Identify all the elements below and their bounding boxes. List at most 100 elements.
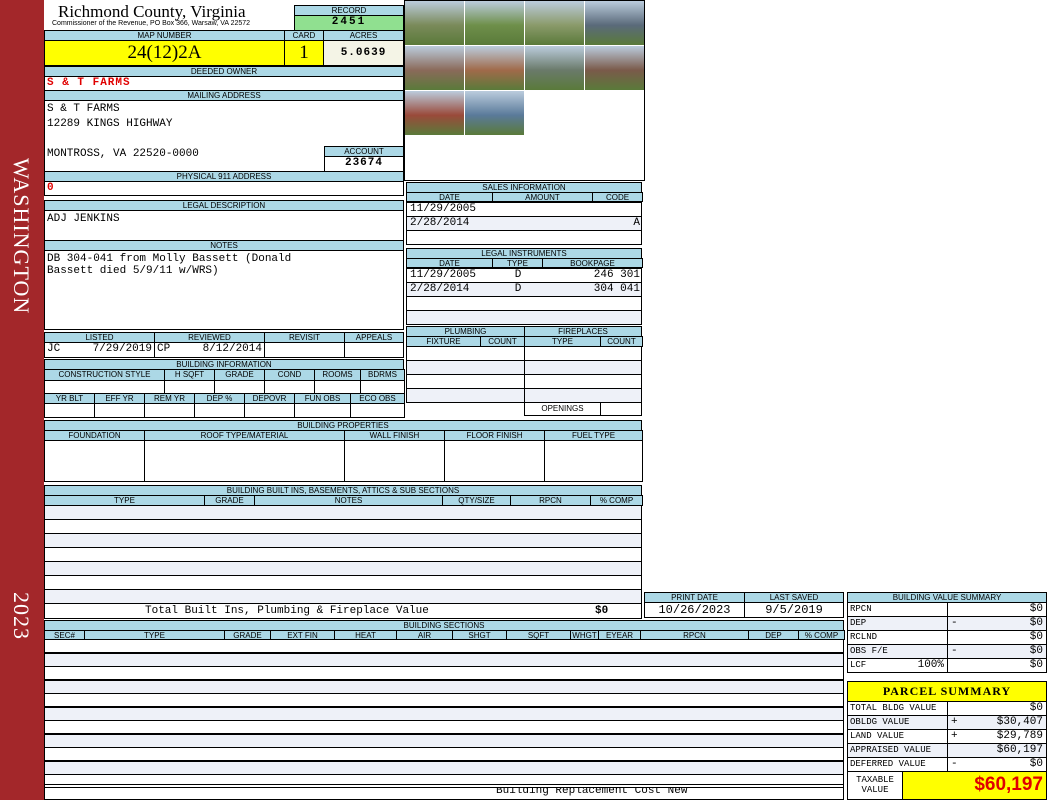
- county-title: Richmond County, Virginia: [58, 2, 246, 21]
- parcel-summary-label: LAND VALUE: [847, 729, 948, 744]
- last-saved: 9/5/2019: [744, 602, 844, 618]
- builtins-row: [44, 575, 642, 590]
- physical-address: 0: [44, 181, 404, 196]
- photo-gallery: [404, 0, 645, 181]
- property-photo[interactable]: [465, 1, 524, 45]
- taxable-value: $60,197: [902, 771, 1047, 800]
- parcel-summary-amount: $0: [1029, 702, 1043, 714]
- building-info-cell: [44, 380, 165, 394]
- record-value: 2451: [294, 15, 404, 31]
- plumbing-row: [406, 388, 525, 403]
- plumbing-row: [406, 360, 525, 375]
- parcel-summary-sign: +: [951, 730, 958, 742]
- instruments-row: [406, 296, 642, 311]
- sales-cell: 2/28/2014: [410, 217, 470, 229]
- building-info-cell: [264, 380, 315, 394]
- parcel-summary-label: APPRAISED VALUE: [847, 743, 948, 758]
- parcel-summary-sign: +: [951, 716, 958, 728]
- properties-cell: [544, 440, 643, 482]
- reviewed-value: CP 8/12/2014: [154, 342, 265, 358]
- properties-cell: [444, 440, 545, 482]
- plumbing-row: [406, 346, 525, 361]
- taxable-label: TAXABLE VALUE: [847, 771, 903, 800]
- mailing-line3: MONTROSS, VA 22520-0000: [47, 148, 199, 160]
- property-photo[interactable]: [525, 1, 584, 45]
- sales-col-header: AMOUNT: [492, 192, 593, 202]
- sections-row: [44, 639, 844, 653]
- mailing-line1: S & T FARMS: [47, 103, 120, 115]
- property-photo[interactable]: [585, 1, 644, 45]
- properties-cell: [144, 440, 345, 482]
- reviewed-date: 8/12/2014: [202, 343, 262, 355]
- sections-row: [44, 733, 844, 748]
- bvs-label-text: DEP: [850, 618, 867, 628]
- builtins-total-value: $0: [595, 605, 609, 617]
- bvs-label-text: RCLND: [850, 632, 878, 642]
- sales-col-header: DATE: [406, 192, 493, 202]
- building-info-cell: [214, 380, 265, 394]
- building-info-cell: [294, 403, 351, 418]
- parcel-summary-label-text: DEFERRED VALUE: [850, 759, 926, 769]
- bvs-amount: $0: [1029, 617, 1043, 629]
- building-info-cell: [44, 403, 95, 418]
- bvs-amount: $0: [1029, 659, 1043, 671]
- instruments-cell: D: [514, 283, 522, 295]
- bvs-amount: $0: [1029, 631, 1043, 643]
- sections-footer-row: [44, 784, 844, 800]
- builtins-row: [44, 547, 642, 562]
- property-photo[interactable]: [405, 46, 464, 90]
- parcel-summary-amount: $0: [1029, 758, 1043, 770]
- sections-row: [44, 652, 844, 667]
- instruments-col-header: DATE: [406, 258, 493, 268]
- bvs-value: $0: [947, 630, 1047, 645]
- instruments-row: 11/29/2005 D 246 301: [406, 268, 642, 283]
- sections-row: [44, 666, 844, 680]
- property-photo[interactable]: [465, 91, 524, 135]
- bvs-value: - $0: [947, 644, 1047, 659]
- instruments-cell: 11/29/2005: [410, 269, 477, 281]
- parcel-summary-label-text: APPRAISED VALUE: [850, 745, 932, 755]
- builtins-row: [44, 589, 642, 604]
- instruments-row: [406, 310, 642, 325]
- property-photo[interactable]: [405, 91, 464, 135]
- sections-row: [44, 747, 844, 761]
- property-photo[interactable]: [585, 46, 644, 90]
- bvs-amount: $0: [1029, 603, 1043, 615]
- sales-row: [406, 230, 642, 245]
- sections-row: [44, 693, 844, 707]
- builtins-row: [44, 505, 642, 520]
- fireplace-row: [524, 388, 642, 403]
- builtins-row: [44, 519, 642, 534]
- bvs-label: RPCN: [847, 602, 948, 617]
- replacement-cost-label: Building Replacement Cost New: [496, 785, 688, 797]
- parcel-summary-value: $60,197: [947, 743, 1047, 758]
- bvs-value: $0: [947, 658, 1047, 673]
- property-photo[interactable]: [465, 46, 524, 90]
- listed-value: JC 7/29/2019: [44, 342, 155, 358]
- instruments-col-header: TYPE: [492, 258, 543, 268]
- instruments-cell: 246 301: [593, 269, 640, 281]
- parcel-summary-amount: $30,407: [996, 716, 1043, 728]
- fireplace-row: [524, 374, 642, 389]
- parcel-summary-label-text: TOTAL BLDG VALUE: [850, 703, 937, 713]
- bvs-label: RCLND: [847, 630, 948, 645]
- parcel-summary-amount: $60,197: [996, 744, 1043, 756]
- property-photo[interactable]: [405, 1, 464, 45]
- bvs-value: - $0: [947, 616, 1047, 631]
- bvs-sign: -: [951, 645, 958, 657]
- print-date: 10/26/2023: [644, 602, 745, 618]
- sales-row: 2/28/2014 A: [406, 216, 642, 231]
- year-label: 2023: [9, 592, 34, 640]
- parcel-summary-label-text: LAND VALUE: [850, 731, 905, 741]
- mailing-line2: 12289 KINGS HIGHWAY: [47, 118, 173, 130]
- bvs-label: DEP: [847, 616, 948, 631]
- property-photo[interactable]: [525, 46, 584, 90]
- account-value: 23674: [324, 156, 404, 172]
- bvs-amount: $0: [1029, 645, 1043, 657]
- properties-cell: [44, 440, 145, 482]
- county-subtitle: Commissioner of the Revenue, PO Box 366,…: [52, 20, 251, 27]
- bvs-label: OBS F/E: [847, 644, 948, 659]
- sections-row: [44, 679, 844, 694]
- properties-cell: [344, 440, 445, 482]
- listed-date: 7/29/2019: [92, 343, 152, 355]
